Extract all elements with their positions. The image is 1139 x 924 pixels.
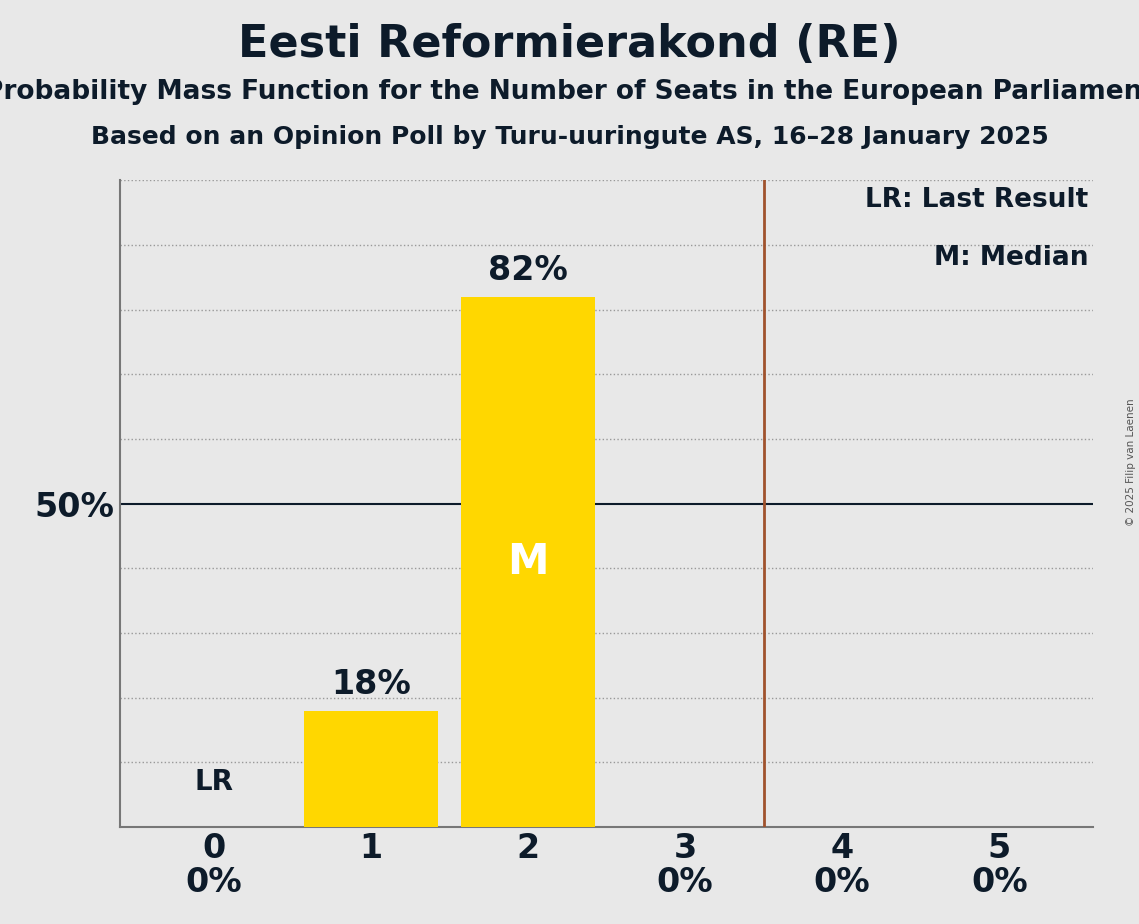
- Text: 0%: 0%: [970, 866, 1027, 899]
- Text: LR: Last Result: LR: Last Result: [866, 187, 1089, 213]
- Text: Probability Mass Function for the Number of Seats in the European Parliament: Probability Mass Function for the Number…: [0, 79, 1139, 104]
- Text: 0%: 0%: [813, 866, 870, 899]
- Text: LR: LR: [195, 768, 233, 796]
- Text: Eesti Reformierakond (RE): Eesti Reformierakond (RE): [238, 23, 901, 67]
- Bar: [461, 297, 595, 827]
- Text: 18%: 18%: [331, 668, 411, 700]
- Text: 0%: 0%: [657, 866, 713, 899]
- Text: 82%: 82%: [489, 254, 568, 286]
- Text: M: Median: M: Median: [934, 245, 1089, 271]
- Text: © 2025 Filip van Laenen: © 2025 Filip van Laenen: [1126, 398, 1136, 526]
- Text: 0%: 0%: [186, 866, 243, 899]
- Text: Based on an Opinion Poll by Turu-uuringute AS, 16–28 January 2025: Based on an Opinion Poll by Turu-uuringu…: [91, 125, 1048, 149]
- Bar: [304, 711, 437, 827]
- Text: M: M: [507, 541, 549, 583]
